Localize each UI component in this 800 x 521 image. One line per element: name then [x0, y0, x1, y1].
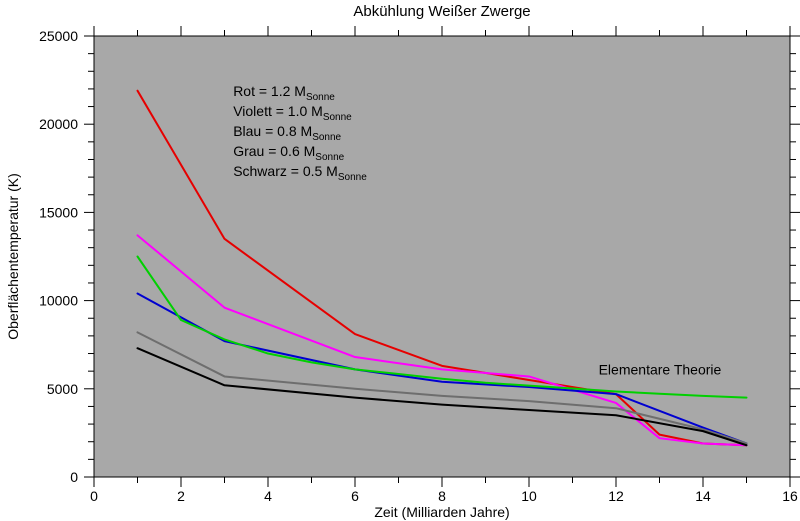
- x-tick-label: 14: [695, 488, 711, 504]
- y-tick-label: 15000: [39, 204, 78, 220]
- cooling-chart: 02468101214160500010000150002000025000Ro…: [0, 0, 800, 521]
- y-tick-label: 0: [70, 469, 78, 485]
- x-tick-label: 16: [782, 488, 798, 504]
- plot-area: [94, 36, 790, 477]
- annotation-elementary-theory: Elementare Theorie: [599, 362, 722, 378]
- x-tick-label: 2: [177, 488, 185, 504]
- y-tick-label: 5000: [47, 381, 78, 397]
- y-tick-label: 10000: [39, 293, 78, 309]
- x-tick-label: 0: [90, 488, 98, 504]
- x-tick-label: 8: [438, 488, 446, 504]
- chart-title: Abkühlung Weißer Zwerge: [353, 3, 530, 20]
- x-axis-label: Zeit (Milliarden Jahre): [374, 504, 509, 520]
- x-tick-label: 10: [521, 488, 537, 504]
- x-tick-label: 4: [264, 488, 272, 504]
- y-axis-label: Oberflächentemperatur (K): [5, 173, 21, 340]
- y-tick-label: 25000: [39, 28, 78, 44]
- y-tick-label: 20000: [39, 116, 78, 132]
- x-tick-label: 6: [351, 488, 359, 504]
- x-tick-label: 12: [608, 488, 624, 504]
